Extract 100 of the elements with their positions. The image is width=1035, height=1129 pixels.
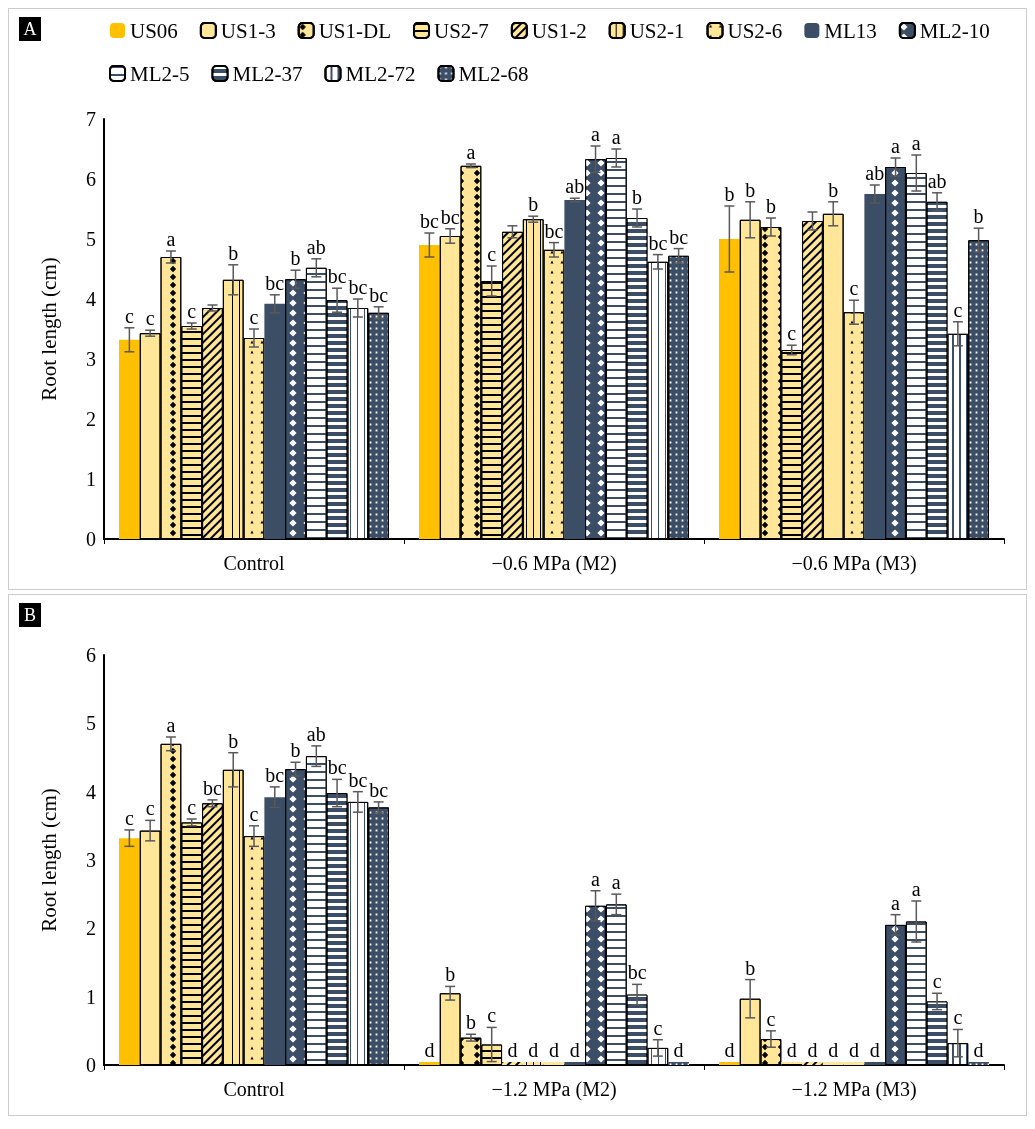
data-label: bc xyxy=(369,778,389,801)
data-label: b xyxy=(290,247,301,270)
data-label: ab xyxy=(306,235,326,258)
data-label: bc xyxy=(648,231,668,254)
data-label: bc xyxy=(348,768,368,791)
y-tick-label: 5 xyxy=(86,712,96,735)
legend-label: ML2-10 xyxy=(919,18,990,43)
data-label: b xyxy=(632,186,643,208)
data-label: b xyxy=(745,956,756,979)
data-label: a xyxy=(166,714,176,736)
x-tick-label: −1.2 MPa (M3) xyxy=(791,1078,917,1101)
legend-label: US2-1 xyxy=(629,18,685,43)
x-tick-label: −1.2 MPa (M2) xyxy=(491,1078,617,1101)
y-tick-label: 1 xyxy=(86,985,96,1008)
data-label: c xyxy=(849,277,859,300)
legend-label: US1-3 xyxy=(220,18,276,43)
y-tick-label: 6 xyxy=(86,168,96,190)
data-label: d xyxy=(807,1039,818,1061)
y-tick-label: 6 xyxy=(86,644,96,666)
y-tick-label: 7 xyxy=(86,108,96,130)
data-label: b xyxy=(724,183,735,205)
y-tick-label: 4 xyxy=(86,288,96,310)
data-label: bc xyxy=(544,219,564,242)
data-label: bc xyxy=(348,276,368,298)
text: B xyxy=(23,605,37,625)
data-label: a xyxy=(466,141,476,163)
data-label: b xyxy=(765,195,776,217)
data-label: c xyxy=(766,1007,776,1030)
data-label: b xyxy=(528,193,539,216)
data-label: a xyxy=(911,132,921,154)
data-label: c xyxy=(145,307,155,330)
data-label: a xyxy=(611,871,621,894)
legend-label: ML13 xyxy=(824,18,877,43)
data-label: bc xyxy=(627,961,647,984)
legend-label: US06 xyxy=(130,18,178,43)
data-label: c xyxy=(487,243,497,265)
data-label: c xyxy=(953,1006,963,1029)
y-tick-label: 5 xyxy=(86,228,96,250)
data-label: b xyxy=(228,729,239,752)
data-label: a xyxy=(891,891,901,914)
data-label: c xyxy=(653,1016,663,1039)
data-label: bc xyxy=(419,210,439,232)
y-tick-label: 2 xyxy=(86,917,96,940)
text: A xyxy=(23,19,37,39)
y-axis-title: Root length (cm) xyxy=(36,257,61,401)
data-label: c xyxy=(249,306,259,328)
data-label: c xyxy=(953,298,963,321)
data-label: d xyxy=(424,1039,435,1061)
data-label: d xyxy=(549,1039,559,1061)
data-label: bc xyxy=(327,265,347,288)
data-label: ab xyxy=(865,162,885,184)
data-label: c xyxy=(787,322,797,345)
data-label: bc xyxy=(440,205,460,228)
data-label: b xyxy=(745,178,756,201)
legend-label: US1-2 xyxy=(531,18,587,43)
y-tick-label: 0 xyxy=(86,1054,96,1076)
legend-label: US2-7 xyxy=(434,18,489,43)
data-label: c xyxy=(124,304,134,327)
data-label: c xyxy=(932,970,942,993)
data-label: c xyxy=(249,802,259,825)
legend-label: ML2-72 xyxy=(345,61,416,86)
data-label: bc xyxy=(265,763,285,786)
data-label: b xyxy=(290,739,301,762)
data-label: c xyxy=(187,300,197,322)
data-label: b xyxy=(973,205,984,228)
data-label: b xyxy=(465,1011,476,1034)
y-tick-label: 0 xyxy=(86,528,96,550)
y-tick-label: 1 xyxy=(86,468,96,490)
data-label: ab xyxy=(306,722,326,745)
legend-label: US2-6 xyxy=(727,18,783,43)
data-label: d xyxy=(507,1039,518,1061)
data-label: c xyxy=(145,797,155,820)
data-label: ab xyxy=(927,169,947,192)
data-label: b xyxy=(445,963,456,986)
data-label: bc xyxy=(265,271,285,294)
data-label: bc xyxy=(327,756,347,779)
data-label: b xyxy=(228,241,239,264)
data-label: d xyxy=(528,1039,539,1061)
data-label: d xyxy=(569,1039,580,1061)
data-label: c xyxy=(187,796,197,818)
data-label: d xyxy=(849,1039,859,1061)
data-label: a xyxy=(591,123,601,145)
y-axis-title: Root length (cm) xyxy=(36,788,61,932)
data-label: b xyxy=(828,178,839,201)
data-label: bc xyxy=(203,776,223,799)
data-label: c xyxy=(487,1004,497,1027)
legend-label: US1-DL xyxy=(318,18,392,43)
data-label: a xyxy=(591,867,601,890)
data-label: a xyxy=(166,228,176,250)
data-label: d xyxy=(673,1039,684,1061)
legend-label: ML2-37 xyxy=(232,61,303,86)
data-label: a xyxy=(891,135,901,157)
y-tick-label: 3 xyxy=(86,348,96,370)
data-label: c xyxy=(124,806,134,829)
data-label: d xyxy=(786,1039,797,1061)
data-label: d xyxy=(869,1039,880,1061)
data-label: d xyxy=(724,1039,735,1061)
data-label: ab xyxy=(565,175,585,198)
legend-label: ML2-5 xyxy=(130,61,190,86)
legend-label: ML2-68 xyxy=(458,61,529,86)
